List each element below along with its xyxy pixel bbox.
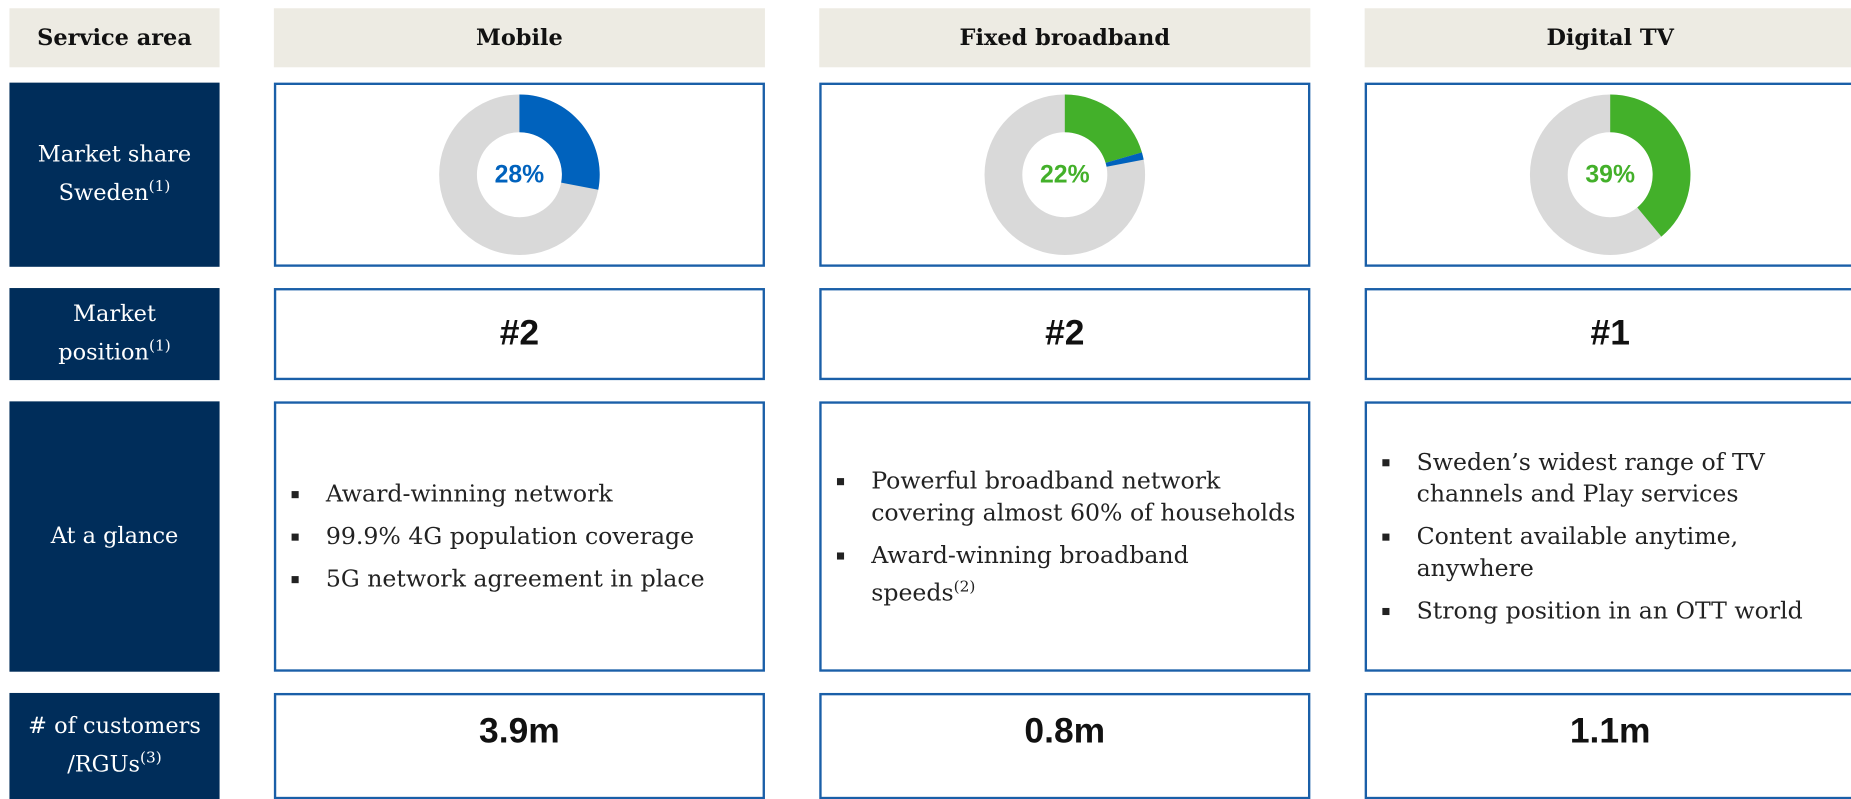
header-cell: Digital TV [1364, 8, 1851, 68]
glance-box: Sweden’s widest range of TV channels and… [1364, 401, 1851, 672]
label-text: Market [73, 301, 156, 328]
row-label: Market position(1) [9, 288, 220, 381]
bullet: Sweden’s widest range of TV channels and… [1382, 446, 1842, 510]
label-line: Sweden(1) [59, 172, 171, 210]
donut: 22% [984, 94, 1146, 255]
label-line: /RGUs(3) [67, 743, 162, 781]
row-label: Market share Sweden(1) [9, 82, 220, 267]
label-text: Sweden [58, 180, 149, 207]
label-text: position [58, 339, 149, 366]
bullet-text: Award-winning broadband speeds [871, 540, 1189, 606]
bullet: Powerful broadband network covering almo… [836, 465, 1296, 529]
customers-value: 1.1m [1569, 711, 1651, 751]
share-label: 39% [1585, 161, 1635, 188]
share-label: 22% [1040, 161, 1090, 188]
label-line: Market share [38, 140, 191, 172]
customers-box: 3.9m [273, 692, 765, 799]
label-line: position(1) [58, 331, 170, 369]
label-text: /RGUs [67, 751, 141, 778]
bullet-text: Sweden’s widest range of TV channels and… [1416, 447, 1765, 508]
page: Service area Mobile Fixed broadband Digital… [9, 8, 1851, 799]
row-label: # of customers/RGUs(3) [9, 692, 220, 799]
share-box: 22% [819, 82, 1311, 267]
bullet: Content available anytime, anywhere [1382, 521, 1842, 585]
share-label: 28% [495, 161, 545, 188]
label-text: At a glance [50, 522, 179, 549]
bullet: 99.9% 4G population coverage [291, 521, 705, 553]
position-value: #2 [499, 314, 540, 353]
donut: 28% [439, 94, 600, 255]
table: Service area Mobile Fixed broadband Digital… [9, 8, 1851, 799]
donut-segment [519, 94, 600, 190]
bullet: 5G network agreement in place [291, 563, 705, 595]
donut: 39% [1529, 94, 1691, 255]
label-line: # of customers [28, 711, 201, 743]
position-value: #1 [1590, 314, 1630, 353]
bullet: Award-winning broadband speeds(2) [836, 539, 1296, 608]
footnote: (1) [148, 178, 171, 197]
donut-segment [1064, 94, 1142, 163]
bullet-text: 5G network agreement in place [325, 564, 705, 593]
bullet: Strong position in an OTT world [1382, 595, 1842, 627]
footnote: (3) [140, 750, 162, 768]
bullet-list: Sweden’s widest range of TV channels and… [1367, 436, 1851, 638]
customers-box: 1.1m [1364, 692, 1851, 799]
bullet-text: Strong position in an OTT world [1416, 596, 1803, 625]
bullet-list: Award-winning network 99.9% 4G population… [276, 467, 716, 605]
bullet: Award-winning network [291, 478, 705, 510]
bullet-list: Powerful broadband network covering almo… [822, 454, 1308, 619]
share-box: 39% [1364, 82, 1851, 267]
donut-segment [1610, 94, 1691, 237]
bullet-text: Content available anytime, anywhere [1416, 521, 1739, 582]
header-cell: Service area [9, 8, 220, 68]
bullet-text: Powerful broadband network covering almo… [871, 465, 1296, 527]
label-line: At a glance [51, 521, 179, 553]
position-value: #2 [1045, 314, 1085, 353]
label-text: # of customers [28, 713, 201, 740]
glance-box: Award-winning network 99.9% 4G population… [273, 401, 765, 672]
header-cell: Mobile [273, 8, 765, 68]
share-box: 28% [273, 82, 765, 267]
footnote: (2) [953, 578, 976, 596]
position-box: #2 [273, 288, 765, 381]
customers-box: 0.8m [819, 692, 1311, 799]
glance-box: Powerful broadband network covering almo… [819, 401, 1311, 672]
position-box: #2 [819, 288, 1311, 381]
header-cell: Fixed broadband [819, 8, 1311, 68]
customers-value: 0.8m [1024, 711, 1106, 751]
donut-segment [1105, 152, 1144, 167]
row-label: At a glance [9, 401, 220, 672]
bullet-text: 99.9% 4G population coverage [325, 521, 695, 551]
customers-value: 3.9m [479, 711, 560, 751]
label-text: Market share [37, 142, 192, 169]
label-line: Market [73, 299, 156, 331]
footnote: (1) [148, 338, 171, 356]
position-box: #1 [1364, 288, 1851, 381]
bullet-text: Award-winning network [325, 479, 613, 508]
